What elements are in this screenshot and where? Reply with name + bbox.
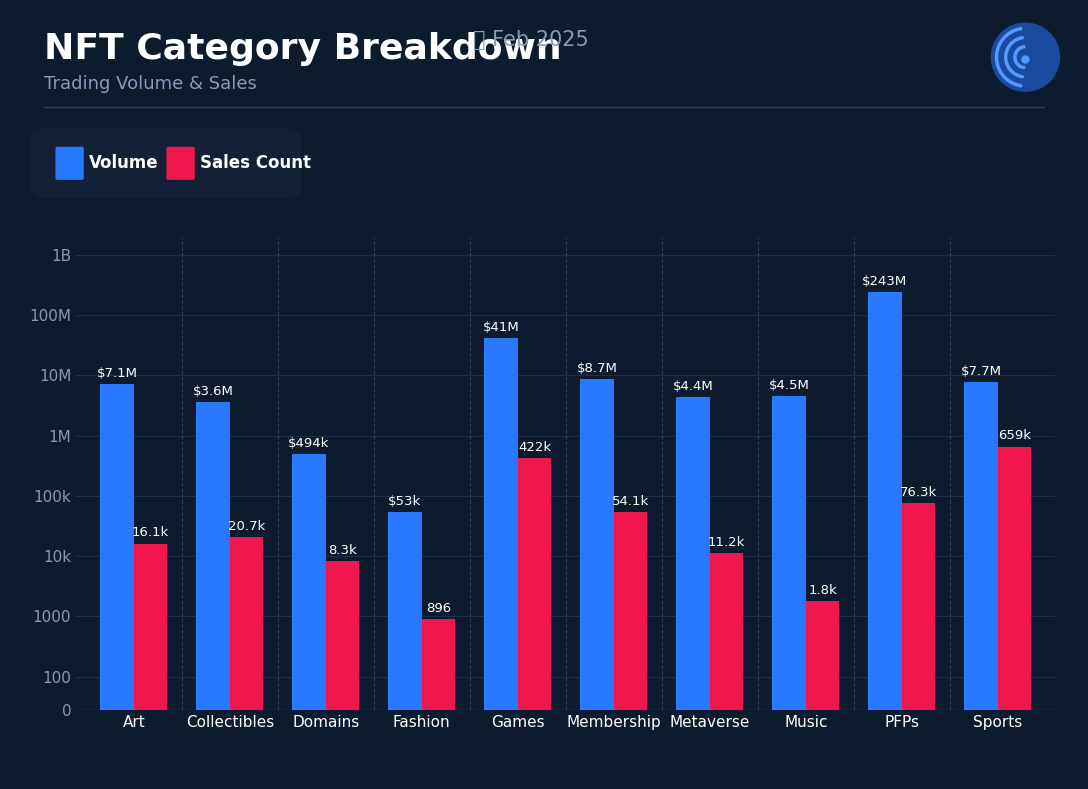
Text: NFT Category Breakdown: NFT Category Breakdown: [44, 32, 561, 65]
Bar: [998, 447, 1031, 710]
Text: $7.7M: $7.7M: [961, 365, 1001, 378]
Bar: [580, 379, 614, 710]
Text: 11.2k: 11.2k: [708, 536, 745, 549]
Bar: [614, 512, 647, 710]
Text: Volume: Volume: [89, 154, 159, 172]
Polygon shape: [991, 23, 1060, 92]
Text: $41M: $41M: [483, 321, 519, 334]
Text: 896: 896: [426, 602, 452, 615]
Text: $4.4M: $4.4M: [672, 380, 714, 392]
Text: $3.6M: $3.6M: [193, 385, 234, 398]
Bar: [422, 619, 456, 710]
Text: $8.7M: $8.7M: [577, 361, 617, 375]
Text: 8.3k: 8.3k: [329, 544, 357, 557]
Bar: [196, 402, 230, 710]
Bar: [325, 561, 359, 710]
Bar: [293, 454, 325, 710]
Bar: [676, 397, 709, 710]
Bar: [388, 513, 422, 710]
Bar: [806, 601, 839, 710]
Text: 54.1k: 54.1k: [611, 495, 650, 507]
Text: $4.5M: $4.5M: [768, 379, 809, 392]
Text: Trading Volume & Sales: Trading Volume & Sales: [44, 75, 257, 93]
Bar: [772, 396, 806, 710]
Bar: [134, 544, 168, 710]
Text: $243M: $243M: [863, 275, 907, 287]
Text: 76.3k: 76.3k: [900, 485, 937, 499]
Bar: [518, 458, 552, 710]
Text: $494k: $494k: [288, 437, 330, 450]
Bar: [964, 382, 998, 710]
Bar: [230, 537, 263, 710]
Bar: [902, 503, 936, 710]
Text: $7.1M: $7.1M: [97, 367, 137, 380]
Text: Sales Count: Sales Count: [200, 154, 311, 172]
Bar: [100, 384, 134, 710]
Text: 📅 Feb 2025: 📅 Feb 2025: [473, 30, 589, 50]
Text: 20.7k: 20.7k: [227, 520, 265, 533]
Bar: [868, 292, 902, 710]
Bar: [709, 553, 743, 710]
Text: 659k: 659k: [998, 429, 1031, 442]
Bar: [484, 338, 518, 710]
Text: $53k: $53k: [388, 495, 421, 508]
Text: 16.1k: 16.1k: [132, 526, 170, 540]
Text: 422k: 422k: [518, 441, 552, 454]
Text: 1.8k: 1.8k: [808, 584, 837, 596]
